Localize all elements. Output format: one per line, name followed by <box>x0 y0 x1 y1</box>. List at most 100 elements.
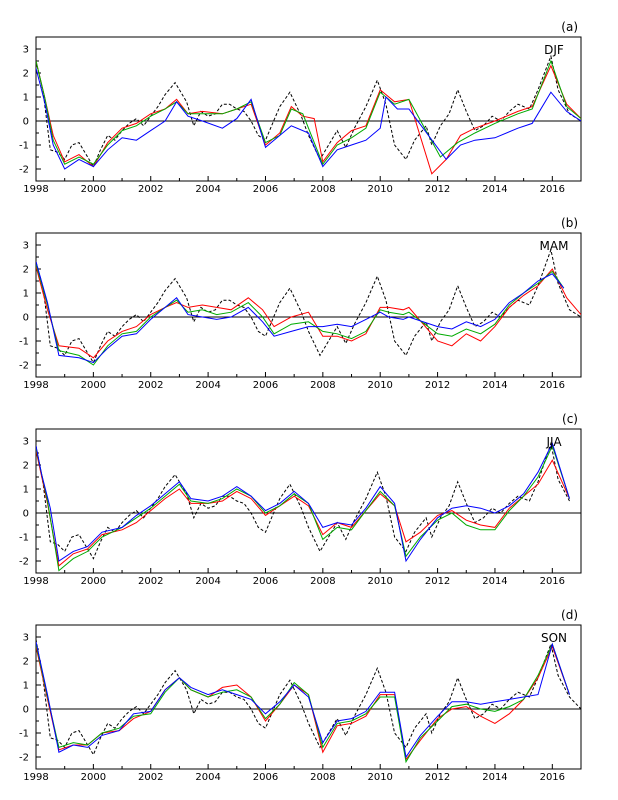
x-tick-label: 2014 <box>482 380 507 391</box>
y-tick-label: 0 <box>23 509 29 520</box>
series-line-2 <box>36 264 565 366</box>
y-tick-label: 0 <box>23 117 29 128</box>
y-tick-label: -2 <box>19 753 29 764</box>
x-tick-label: 1998 <box>23 772 48 783</box>
plot-frame <box>35 232 582 378</box>
series-line-3 <box>36 261 565 364</box>
x-tick-label: 2002 <box>138 772 163 783</box>
series-line-2 <box>36 59 581 166</box>
x-tick-label: 2000 <box>81 576 106 587</box>
series-line-3 <box>36 442 570 563</box>
panel-label: (c) <box>562 412 578 426</box>
series-group <box>36 639 581 764</box>
x-tick-label: 2000 <box>81 380 106 391</box>
x-tick-label: 2002 <box>138 184 163 195</box>
x-tick-label: 2010 <box>367 184 392 195</box>
season-label: MAM <box>540 239 569 253</box>
series-line-1 <box>36 450 570 567</box>
y-tick-label: -2 <box>19 361 29 372</box>
y-tick-label: -1 <box>19 729 29 740</box>
y-tick-label: 2 <box>23 657 29 668</box>
season-label: SON <box>541 631 567 645</box>
y-tick-label: 0 <box>23 705 29 716</box>
x-tick-label: 2014 <box>482 772 507 783</box>
plot-frame <box>35 428 582 574</box>
y-tick-label: -1 <box>19 141 29 152</box>
panel-label: (a) <box>561 20 578 34</box>
y-tick-label: 3 <box>23 241 29 252</box>
x-tick-label: 2008 <box>310 772 335 783</box>
x-tick-label: 2012 <box>425 576 450 587</box>
series-group <box>36 247 581 366</box>
series-group <box>36 441 570 572</box>
x-tick-label: 2016 <box>540 184 565 195</box>
x-tick-label: 2016 <box>540 380 565 391</box>
y-tick-label: 1 <box>23 681 29 692</box>
x-tick-label: 2004 <box>195 380 220 391</box>
panel-son: -2 -1 0 1 2 3 1998 2000 2002 2004 2006 2008 2010 2012… <box>19 608 582 783</box>
x-tick-label: 2016 <box>540 576 565 587</box>
x-tick-label: 2000 <box>81 184 106 195</box>
series-line-3 <box>36 68 581 170</box>
x-tick-label: 2012 <box>425 772 450 783</box>
panel-mam: -2 -1 0 1 2 3 1998 2000 2002 2004 2006 2008 2010 2012… <box>19 216 582 391</box>
x-tick-label: 2006 <box>253 576 278 587</box>
series-line-0 <box>36 639 581 756</box>
x-tick-label: 2002 <box>138 380 163 391</box>
y-tick-label: 1 <box>23 93 29 104</box>
panel-label: (d) <box>561 608 578 622</box>
series-line-0 <box>36 247 581 364</box>
y-tick-label: 3 <box>23 45 29 56</box>
x-tick-label: 2012 <box>425 184 450 195</box>
series-line-1 <box>36 266 581 359</box>
x-tick-label: 2010 <box>367 772 392 783</box>
x-tick-label: 2006 <box>253 184 278 195</box>
series-group <box>36 54 581 175</box>
series-line-2 <box>36 444 570 572</box>
x-tick-label: 2004 <box>195 184 220 195</box>
y-tick-label: 0 <box>23 313 29 324</box>
x-tick-label: 2000 <box>81 772 106 783</box>
x-tick-label: 2014 <box>482 184 507 195</box>
series-line-1 <box>36 60 581 175</box>
y-tick-label: 3 <box>23 437 29 448</box>
series-line-1 <box>36 645 570 761</box>
plot-frame <box>35 36 582 182</box>
y-tick-label: -2 <box>19 557 29 568</box>
series-line-0 <box>36 54 581 168</box>
series-line-2 <box>36 642 570 764</box>
x-tick-label: 2016 <box>540 772 565 783</box>
panel-djf: -2 -1 0 1 2 3 1998 2000 2002 2004 2006 2008 2010 2012… <box>19 20 582 195</box>
x-tick-label: 2006 <box>253 380 278 391</box>
x-tick-label: 1998 <box>23 576 48 587</box>
x-tick-label: 2004 <box>195 576 220 587</box>
y-tick-label: 2 <box>23 265 29 276</box>
x-tick-label: 2010 <box>367 380 392 391</box>
x-tick-label: 2008 <box>310 184 335 195</box>
y-tick-label: 2 <box>23 461 29 472</box>
y-tick-label: 2 <box>23 69 29 80</box>
panel-jja: -2 -1 0 1 2 3 1998 2000 2002 2004 2006 2008 2010 2012… <box>19 412 582 587</box>
x-tick-label: 1998 <box>23 380 48 391</box>
x-tick-label: 2008 <box>310 380 335 391</box>
x-tick-label: 2008 <box>310 576 335 587</box>
x-tick-label: 2002 <box>138 576 163 587</box>
y-tick-label: 3 <box>23 633 29 644</box>
y-tick-label: 1 <box>23 289 29 300</box>
x-tick-label: 2010 <box>367 576 392 587</box>
y-tick-label: 1 <box>23 485 29 496</box>
x-tick-label: 2004 <box>195 772 220 783</box>
panel-label: (b) <box>561 216 578 230</box>
x-tick-label: 2012 <box>425 380 450 391</box>
y-tick-label: -1 <box>19 337 29 348</box>
y-tick-label: -1 <box>19 533 29 544</box>
season-label: JJA <box>545 435 562 449</box>
x-tick-label: 2006 <box>253 772 278 783</box>
x-tick-label: 1998 <box>23 184 48 195</box>
y-tick-label: -2 <box>19 165 29 176</box>
season-label: DJF <box>544 43 564 57</box>
x-tick-label: 2014 <box>482 576 507 587</box>
series-line-0 <box>36 441 570 560</box>
series-line-3 <box>36 641 570 759</box>
